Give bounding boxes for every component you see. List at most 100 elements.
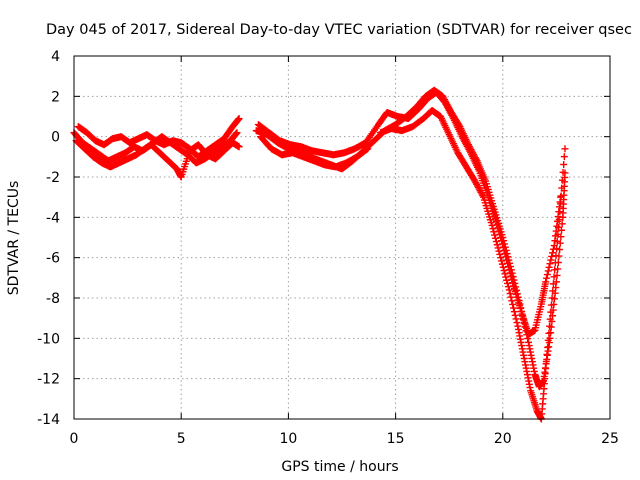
data-point (233, 129, 241, 137)
data-point-fill (549, 280, 557, 288)
data-point-fill (499, 243, 507, 251)
data-point-fill (491, 231, 499, 239)
data-point-fill (549, 287, 557, 295)
y-axis-label: SDTVAR / TECUs (6, 181, 22, 296)
data-series (70, 86, 569, 423)
data-point-fill (495, 227, 503, 235)
data-point-fill (506, 290, 514, 298)
y-tick-label: 4 (51, 49, 60, 65)
data-point-fill (550, 273, 558, 281)
data-point-fill (490, 228, 498, 236)
data-point-fill (502, 253, 510, 261)
data-point-fill (546, 322, 554, 330)
x-axis-label: GPS time / hours (281, 459, 398, 475)
data-point-fill (557, 192, 565, 200)
data-point-fill (559, 168, 567, 176)
data-point-fill (544, 343, 552, 351)
data-point (235, 143, 243, 151)
data-point (542, 365, 550, 373)
data-point-fill (497, 234, 505, 241)
data-point-fill (556, 208, 564, 216)
data-point-fill (494, 244, 502, 252)
data-point-fill (543, 274, 551, 282)
y-tick-label: -10 (37, 331, 60, 347)
data-point-fill (548, 252, 556, 260)
data-point-fill (504, 279, 512, 287)
data-point-fill (552, 252, 560, 260)
data-point-fill (498, 240, 506, 248)
data-point-fill (511, 311, 519, 319)
data-point-fill (558, 184, 566, 192)
data-point-fill (510, 304, 518, 312)
data-point-fill (544, 267, 552, 275)
y-tick-label: -14 (37, 412, 60, 428)
x-tick-label: 0 (70, 431, 79, 447)
data-point (555, 223, 563, 231)
data-point-fill (545, 263, 553, 271)
data-point-fill (498, 237, 506, 245)
data-point-fill (547, 256, 555, 264)
y-tick-label: -4 (46, 210, 60, 226)
data-point-fill (508, 275, 516, 283)
data-point-fill (543, 271, 551, 279)
data-point-fill (547, 301, 555, 309)
data-point (501, 250, 509, 258)
data-point-fill (551, 266, 559, 274)
data-point-fill (495, 247, 503, 255)
data-point-fill (505, 266, 513, 274)
data-point-fill (512, 315, 520, 323)
data-point (364, 145, 372, 153)
data-point-fill (558, 176, 566, 184)
data-point (542, 278, 550, 286)
y-tick-label: -2 (46, 170, 60, 186)
y-tick-label: -6 (46, 251, 60, 267)
data-point-fill (510, 308, 518, 316)
data-point-fill (544, 336, 552, 344)
chart-title: Day 045 of 2017, Sidereal Day-to-day VTE… (46, 22, 632, 38)
data-point (505, 286, 513, 294)
data-point-fill (513, 319, 521, 327)
data-point-fill (363, 146, 371, 154)
data-point-fill (493, 221, 501, 229)
data-point-fill (496, 230, 504, 238)
data-point (492, 217, 500, 225)
y-tick-label: -8 (46, 291, 60, 307)
data-point (548, 294, 556, 302)
data-point-fill (558, 220, 566, 228)
data-point-fill (489, 225, 497, 233)
x-tick-label: 10 (279, 431, 297, 447)
data-point-fill (556, 200, 564, 208)
data-point (561, 145, 569, 153)
data-point (497, 254, 505, 262)
data-point-fill (503, 256, 511, 264)
data-point (488, 221, 496, 229)
data-point-fill (545, 329, 553, 337)
data-point-fill (504, 263, 512, 271)
y-tick-label: 0 (51, 130, 60, 146)
data-point-fill (546, 260, 554, 268)
data-point-fill (493, 241, 501, 249)
data-point-fill (502, 273, 510, 281)
data-point-fill (542, 358, 550, 366)
y-tick-label: 2 (51, 89, 60, 105)
data-point-fill (560, 160, 568, 168)
plot-frame (73, 55, 611, 420)
x-tick-label: 25 (601, 431, 619, 447)
data-point-fill (546, 315, 554, 323)
data-point-fill (503, 276, 511, 284)
data-point-fill (508, 297, 516, 305)
x-tick-label: 5 (177, 431, 186, 447)
y-tick-label: -12 (37, 372, 60, 388)
data-point-fill (498, 260, 506, 268)
data-point-fill (553, 245, 561, 253)
series-2 (74, 88, 565, 338)
data-point-fill (547, 308, 555, 316)
data-point-fill (554, 230, 562, 238)
data-point-fill (507, 272, 515, 280)
data-point-fill (524, 335, 532, 343)
data-point-fill (499, 263, 507, 271)
data-point-fill (500, 246, 508, 254)
data-point-fill (504, 259, 512, 267)
series-3 (72, 106, 569, 423)
